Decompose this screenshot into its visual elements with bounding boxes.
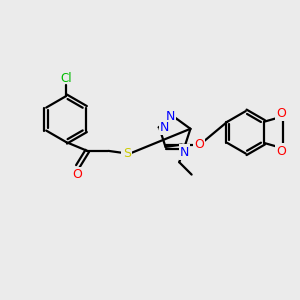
Text: N: N	[165, 110, 175, 123]
Text: Cl: Cl	[60, 72, 72, 85]
Text: O: O	[73, 168, 82, 181]
Text: N: N	[180, 146, 189, 159]
Text: O: O	[276, 145, 286, 158]
Text: S: S	[123, 147, 131, 160]
Text: N: N	[160, 121, 169, 134]
Text: O: O	[194, 138, 204, 151]
Text: O: O	[276, 107, 286, 120]
